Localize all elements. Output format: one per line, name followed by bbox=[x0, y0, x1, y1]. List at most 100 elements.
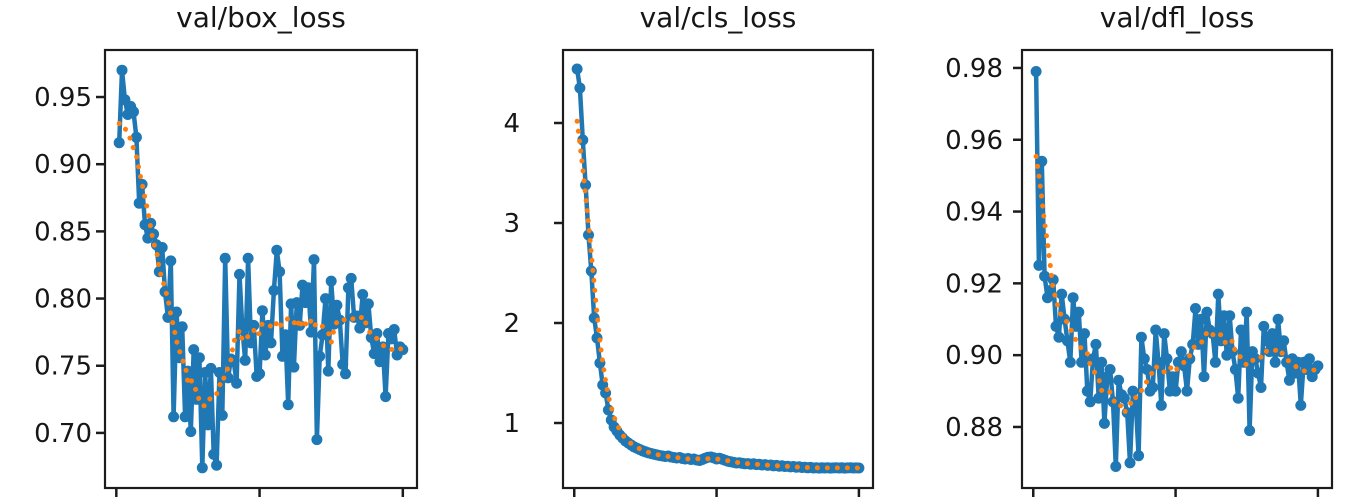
data-point-marker bbox=[1076, 356, 1088, 368]
data-point-marker bbox=[268, 285, 280, 296]
data-point-marker bbox=[291, 297, 303, 309]
data-point-marker bbox=[179, 411, 191, 423]
data-point-marker bbox=[239, 354, 251, 366]
data-point-marker bbox=[211, 459, 223, 471]
data-point-marker bbox=[1133, 450, 1145, 462]
data-point-marker bbox=[1269, 356, 1281, 368]
data-point-marker bbox=[314, 350, 326, 362]
data-point-marker bbox=[128, 106, 139, 118]
data-point-marker bbox=[583, 229, 594, 241]
data-point-marker bbox=[1158, 328, 1170, 340]
data-point-marker bbox=[168, 411, 180, 423]
data-point-marker bbox=[259, 349, 271, 361]
data-point-marker bbox=[288, 361, 300, 373]
data-point-marker bbox=[1289, 367, 1301, 379]
data-point-marker bbox=[1093, 392, 1105, 404]
data-point-marker bbox=[388, 324, 400, 335]
data-point-marker bbox=[1033, 259, 1045, 271]
y-tick-label: 0.95 bbox=[34, 83, 92, 113]
data-point-marker bbox=[208, 448, 220, 460]
data-point-marker bbox=[311, 434, 323, 446]
data-point-marker bbox=[1098, 417, 1110, 429]
data-point-marker bbox=[202, 419, 214, 431]
data-point-marker bbox=[1110, 461, 1122, 472]
data-point-marker bbox=[571, 63, 583, 75]
y-tick-label: 1 bbox=[503, 409, 520, 439]
y-tick-label: 0.92 bbox=[945, 269, 1003, 299]
data-point-marker bbox=[277, 350, 288, 362]
data-point-marker bbox=[1084, 396, 1096, 408]
data-point-marker bbox=[1224, 310, 1236, 322]
data-point-marker bbox=[1039, 270, 1051, 282]
data-point-marker bbox=[1232, 392, 1244, 404]
data-point-marker bbox=[1235, 324, 1247, 336]
results-line bbox=[574, 68, 859, 471]
y-tick-label: 0.90 bbox=[34, 150, 92, 180]
data-point-marker bbox=[380, 391, 392, 403]
data-point-marker bbox=[1209, 356, 1221, 368]
data-point-marker bbox=[1081, 385, 1093, 397]
data-point-marker bbox=[156, 242, 168, 253]
data-point-marker bbox=[337, 358, 349, 370]
data-point-marker bbox=[1079, 328, 1090, 340]
data-point-marker bbox=[345, 272, 357, 284]
data-point-marker bbox=[1030, 66, 1042, 77]
data-point-marker bbox=[299, 297, 311, 309]
data-point-marker bbox=[176, 321, 188, 333]
data-point-marker bbox=[362, 298, 374, 310]
data-point-marker bbox=[214, 367, 225, 378]
data-point-marker bbox=[1067, 292, 1079, 304]
data-point-marker bbox=[256, 305, 268, 317]
data-point-marker bbox=[188, 344, 200, 356]
y-tick-label: 0.75 bbox=[34, 352, 92, 382]
data-point-marker bbox=[1135, 331, 1147, 343]
data-point-marker bbox=[1212, 288, 1224, 300]
y-tick-label: 0.98 bbox=[945, 54, 1003, 84]
data-point-marker bbox=[231, 377, 243, 389]
axes-box bbox=[561, 48, 875, 490]
data-point-marker bbox=[271, 244, 283, 256]
data-point-marker bbox=[265, 337, 277, 349]
data-point-marker bbox=[1241, 306, 1253, 318]
smooth-line bbox=[116, 120, 406, 409]
data-point-marker bbox=[1150, 324, 1162, 336]
data-point-marker bbox=[165, 255, 177, 267]
data-point-marker bbox=[1061, 335, 1073, 347]
data-point-marker bbox=[1278, 335, 1290, 347]
data-point-marker bbox=[1255, 382, 1267, 393]
data-point-marker bbox=[274, 266, 286, 278]
data-point-marker bbox=[357, 289, 369, 300]
data-point-marker bbox=[1198, 371, 1210, 383]
data-point-marker bbox=[1155, 399, 1167, 411]
data-point-marker bbox=[1170, 385, 1182, 397]
data-point-marker bbox=[1181, 385, 1193, 397]
y-tick-label: 4 bbox=[503, 109, 520, 139]
data-point-marker bbox=[371, 328, 383, 339]
y-tick-label: 0.90 bbox=[945, 341, 1003, 371]
subplot-val-box-loss: 0.70 0.75 0.80 0.85 0.90 0.95 bbox=[34, 48, 419, 497]
data-point-marker bbox=[1258, 320, 1270, 332]
data-point-marker bbox=[325, 275, 337, 287]
axes-box bbox=[1020, 48, 1334, 490]
smooth-line bbox=[574, 118, 862, 471]
data-point-marker bbox=[1272, 313, 1284, 325]
data-point-marker bbox=[1124, 457, 1136, 469]
data-point-marker bbox=[1090, 338, 1102, 350]
plot-title-val-cls-loss: val/cls_loss bbox=[639, 1, 797, 34]
data-point-marker bbox=[196, 462, 208, 474]
data-point-marker bbox=[205, 362, 217, 374]
data-point-marker bbox=[1229, 364, 1241, 375]
data-point-marker bbox=[368, 348, 380, 360]
data-point-marker bbox=[1064, 356, 1076, 368]
data-point-marker bbox=[322, 365, 334, 377]
data-point-marker bbox=[1295, 399, 1307, 411]
data-point-marker bbox=[1175, 346, 1187, 358]
y-tick-label: 0.70 bbox=[34, 419, 92, 449]
data-point-marker bbox=[317, 329, 329, 341]
data-point-marker bbox=[331, 299, 343, 311]
plot-title-val-dfl-loss: val/dfl_loss bbox=[1099, 1, 1255, 34]
data-point-marker bbox=[234, 268, 245, 280]
data-point-marker bbox=[185, 426, 197, 438]
data-point-marker bbox=[1036, 155, 1048, 167]
